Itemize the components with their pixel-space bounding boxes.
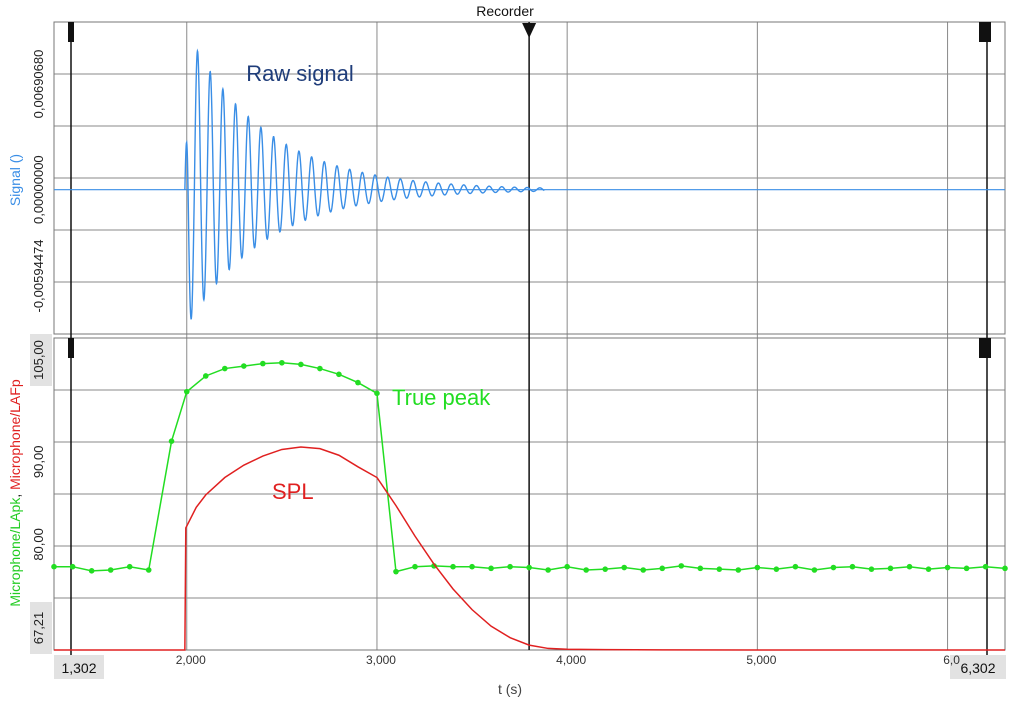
true-peak-point bbox=[469, 563, 475, 570]
bottom-y-axis-label: Microphone/LApk, Microphone/LAFp bbox=[7, 379, 23, 606]
true-peak-point bbox=[830, 564, 837, 571]
true-peak-point bbox=[279, 359, 285, 366]
x-axis-label: t (s) bbox=[498, 681, 522, 697]
true-peak-point bbox=[168, 438, 175, 445]
bottom-y-tick-label: 67,21 bbox=[31, 612, 46, 645]
x-axis: 1,302 6,302 2,000 3,000 4,000 5,000 6,0 … bbox=[54, 653, 1006, 697]
top-y-tick-label: 0,00690680 bbox=[31, 50, 46, 119]
x-tick-label: 4,000 bbox=[556, 653, 586, 667]
true-peak-point bbox=[202, 373, 209, 379]
x-end-label: 6,302 bbox=[960, 660, 995, 676]
x-tick-label: 5,000 bbox=[746, 653, 776, 667]
true-peak-point bbox=[792, 563, 799, 570]
recorder-title: Recorder bbox=[476, 3, 534, 19]
top-y-axis: Signal () 0,00690680 0,00000000 -0,00594… bbox=[7, 50, 46, 313]
true-peak-point bbox=[659, 565, 666, 572]
bottom-y-tick-label: 80,00 bbox=[31, 528, 46, 561]
true-peak-point bbox=[754, 564, 761, 571]
x-tick-label: 6,0 bbox=[943, 653, 960, 667]
true-peak-point bbox=[621, 564, 628, 571]
true-peak-point bbox=[982, 563, 989, 570]
true-peak-point bbox=[374, 390, 380, 397]
true-peak-point bbox=[887, 565, 894, 572]
bottom-y-tick-label: 105,00 bbox=[31, 340, 46, 380]
true-peak-point bbox=[697, 565, 704, 572]
true-peak-point bbox=[298, 361, 304, 368]
true-peak-point bbox=[355, 379, 361, 386]
true-peak-point bbox=[906, 563, 913, 570]
axes bbox=[53, 21, 1006, 656]
true-peak-point bbox=[488, 565, 494, 572]
range-handle bbox=[68, 22, 74, 42]
bottom-y-axis: Microphone/LApk, Microphone/LAFp 105,00 … bbox=[7, 334, 52, 654]
true-peak-point bbox=[640, 567, 647, 573]
true-peak-point bbox=[868, 566, 875, 572]
true-peak-point bbox=[773, 566, 780, 572]
true-peak-point bbox=[450, 563, 456, 570]
true-peak-point bbox=[716, 566, 723, 572]
lafp-label-part: Microphone/LAFp bbox=[7, 379, 23, 490]
true-peak-point bbox=[925, 566, 932, 572]
true-peak-point bbox=[393, 568, 399, 575]
true-peak-point bbox=[811, 567, 818, 573]
spl-annotation: SPL bbox=[272, 479, 314, 504]
true-peak-point bbox=[507, 563, 513, 570]
true-peak-point bbox=[145, 567, 152, 573]
true-peak-point bbox=[51, 563, 57, 570]
true-peak-annotation: True peak bbox=[392, 385, 491, 410]
true-peak-point bbox=[1002, 565, 1008, 572]
raw-signal-annotation: Raw signal bbox=[246, 61, 354, 86]
range-handle bbox=[979, 338, 991, 358]
true-peak-point bbox=[260, 360, 266, 367]
series-layer bbox=[51, 48, 1008, 651]
y-tick-box bbox=[30, 334, 52, 386]
true-peak-point bbox=[412, 563, 418, 570]
bottom-y-tick-label: 90,00 bbox=[31, 446, 46, 479]
true-peak-point bbox=[241, 363, 247, 369]
true-peak-point bbox=[944, 564, 951, 571]
top-y-axis-label: Signal () bbox=[7, 154, 23, 206]
top-y-tick-label: -0,00594474 bbox=[31, 239, 46, 312]
true-peak-point bbox=[183, 388, 190, 395]
range-handle bbox=[68, 338, 74, 358]
true-peak-point bbox=[849, 563, 856, 570]
true-peak-point bbox=[526, 564, 532, 571]
true-peak-point bbox=[735, 567, 742, 573]
x-tick-label: 2,000 bbox=[176, 653, 206, 667]
true-peak-point bbox=[583, 567, 589, 573]
true-peak-point bbox=[69, 563, 76, 570]
true-peak-point bbox=[678, 563, 685, 569]
x-start-box bbox=[54, 655, 104, 679]
x-tick-label: 3,000 bbox=[366, 653, 396, 667]
true-peak-point bbox=[545, 567, 551, 573]
y-tick-box bbox=[30, 602, 52, 654]
true-peak-point bbox=[221, 365, 228, 372]
raw-signal-line bbox=[184, 48, 545, 320]
x-start-label: 1,302 bbox=[61, 660, 96, 676]
true-peak-point bbox=[126, 563, 133, 570]
top-y-tick-label: 0,00000000 bbox=[31, 155, 46, 224]
separator-label-part: , bbox=[7, 490, 23, 498]
cursor-triangle-icon[interactable] bbox=[522, 23, 537, 38]
spl-line bbox=[54, 446, 1005, 651]
true-peak-point bbox=[963, 565, 970, 572]
true-peak-point bbox=[336, 371, 342, 378]
lapk-label-part: Microphone/LApk bbox=[7, 497, 23, 607]
true-peak-point bbox=[564, 563, 570, 570]
true-peak-point bbox=[107, 567, 114, 573]
true-peak-point bbox=[317, 365, 323, 372]
range-handle bbox=[979, 22, 991, 42]
true-peak-point bbox=[602, 566, 608, 572]
x-end-box bbox=[950, 655, 1006, 679]
true-peak-point bbox=[88, 568, 95, 574]
